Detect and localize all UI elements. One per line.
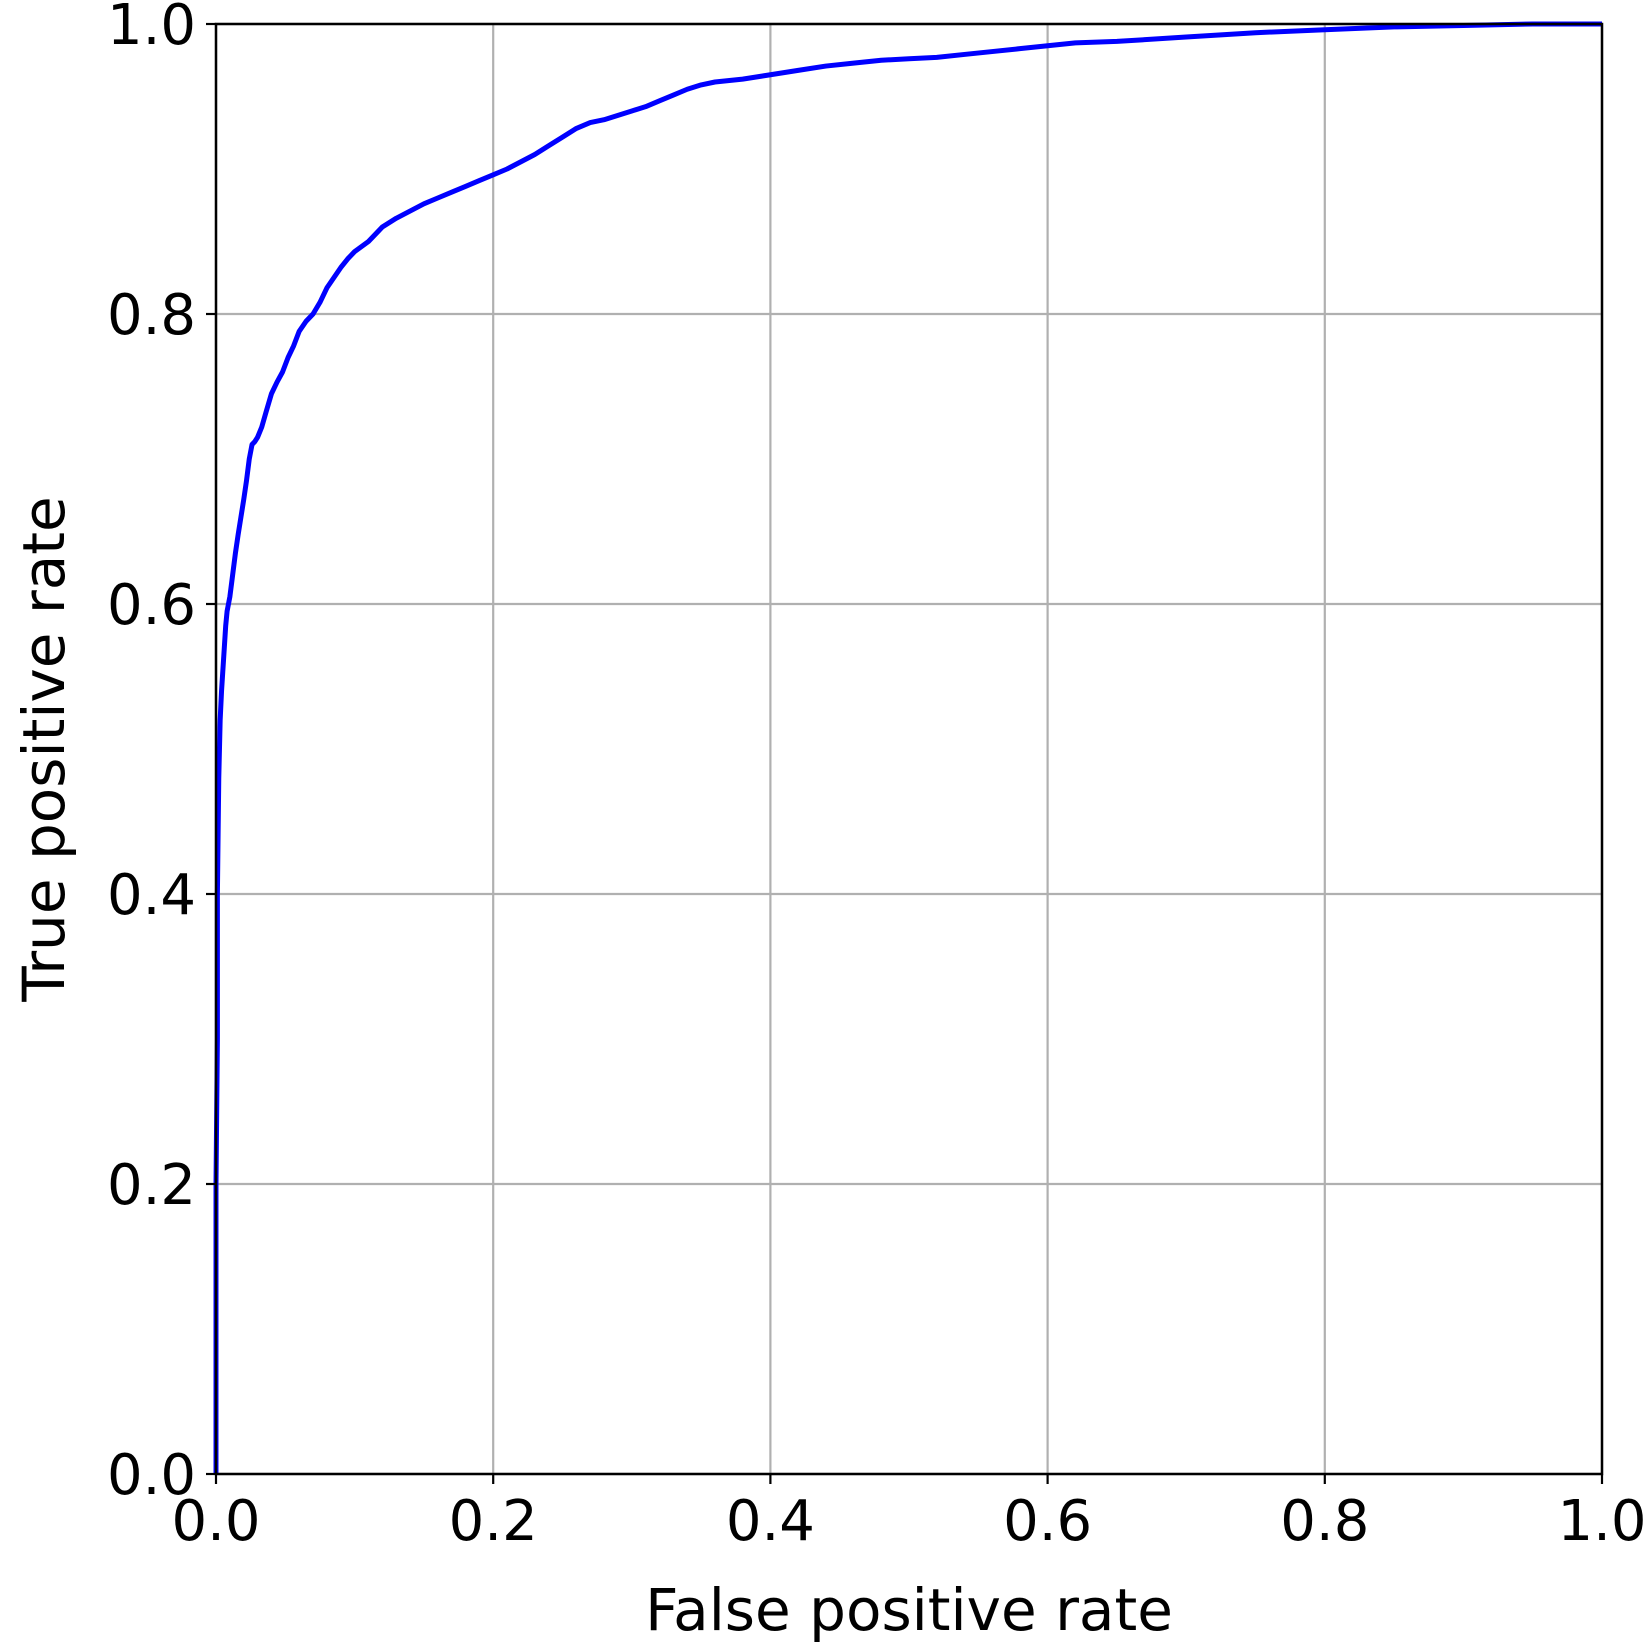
- x-tick-label: 0.4: [726, 1489, 815, 1554]
- y-axis-label: True positive rate: [10, 496, 78, 1002]
- y-tick-label: 0.0: [107, 1443, 196, 1508]
- axis-ticks: [206, 22, 1604, 1484]
- tick-labels: 0.0 0.2 0.4 0.6 0.8 1.0 0.0 0.2 0.4 0.6 0.8 1.0: [107, 0, 1647, 1554]
- y-tick-label: 0.6: [107, 573, 196, 638]
- x-tick-label: 0.6: [1003, 1489, 1092, 1554]
- plot-frame: [214, 22, 1604, 1476]
- y-tick-label: 0.4: [107, 863, 196, 928]
- x-tick-label: 0.0: [171, 1489, 260, 1554]
- grid-lines: [214, 22, 1604, 1476]
- x-axis-label: False positive rate: [645, 1576, 1173, 1644]
- roc-curve-line: [213, 21, 1602, 1474]
- y-tick-label: 1.0: [107, 0, 196, 58]
- series-layer: [213, 21, 1602, 1474]
- y-tick-label: 0.2: [107, 1153, 196, 1218]
- y-tick-label: 0.8: [107, 283, 196, 348]
- x-tick-label: 1.0: [1557, 1489, 1646, 1554]
- x-tick-label: 0.8: [1280, 1489, 1369, 1554]
- x-tick-label: 0.2: [449, 1489, 538, 1554]
